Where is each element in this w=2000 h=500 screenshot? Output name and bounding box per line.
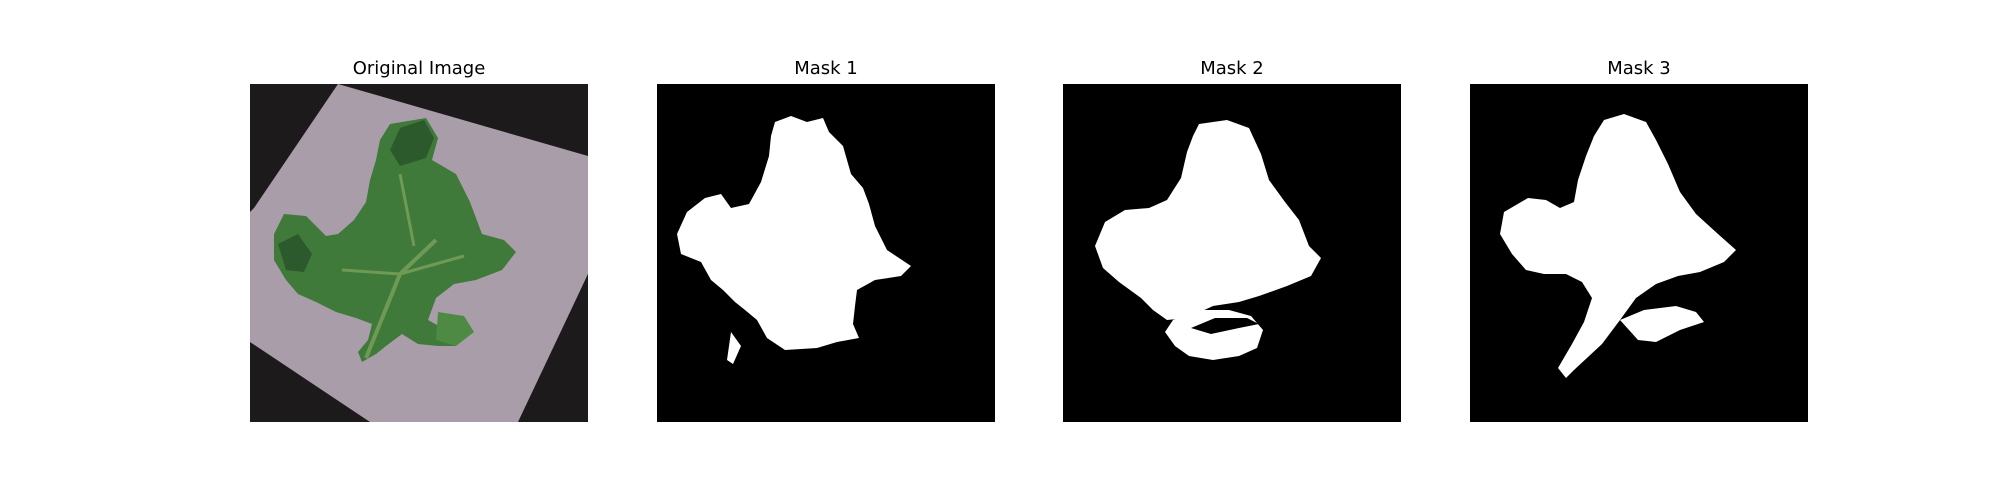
panel-title-mask-1: Mask 1: [794, 58, 858, 79]
mask-1-image: [657, 84, 995, 422]
original-image: [250, 84, 588, 422]
mask-3-image: [1470, 84, 1808, 422]
leaf-shape: [274, 118, 516, 362]
mask-2-image: [1063, 84, 1401, 422]
panel-title-mask-3: Mask 3: [1607, 58, 1671, 79]
panel-title-original: Original Image: [352, 58, 486, 79]
panel-title-mask-2: Mask 2: [1200, 58, 1264, 79]
